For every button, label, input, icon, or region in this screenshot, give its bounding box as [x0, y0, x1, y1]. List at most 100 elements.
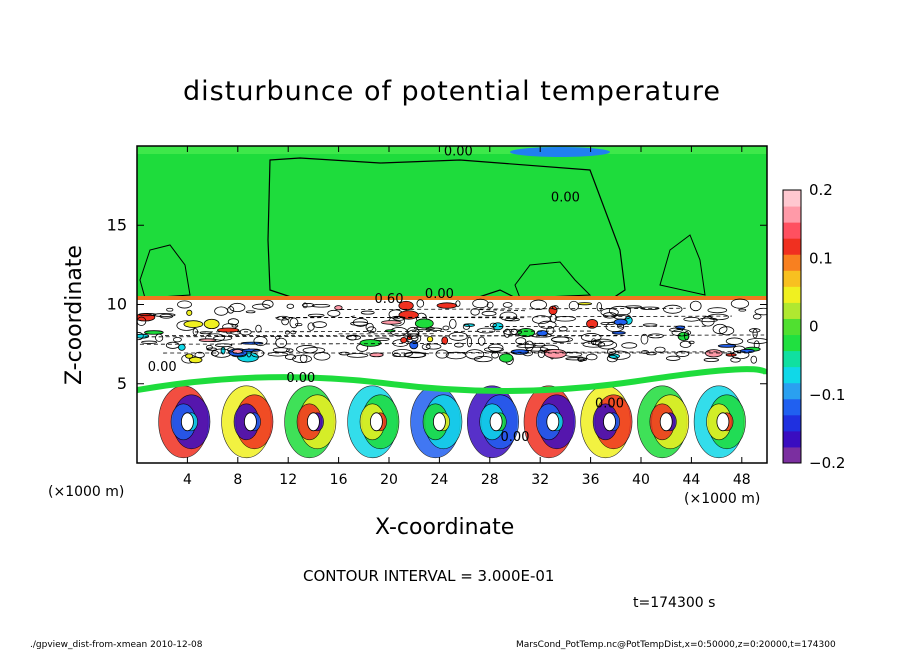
- noise-contour: [717, 344, 737, 348]
- eddy-core: [659, 412, 673, 432]
- eddy-core: [369, 412, 383, 432]
- noise-contour: [750, 355, 758, 364]
- noise-contour: [625, 305, 642, 309]
- x-tick-label: 36: [582, 472, 600, 488]
- noise-contour: [284, 354, 297, 360]
- noise-contour: [141, 340, 158, 344]
- colorbar-swatch: [783, 286, 801, 303]
- noise-contour: [754, 307, 767, 316]
- noise-contour: [749, 328, 761, 333]
- noise-contour: [586, 353, 598, 361]
- noise-contour: [290, 330, 297, 335]
- colorbar: 0.2 0.1 0 −0.1 −0.2: [782, 181, 845, 472]
- colorbar-swatch: [783, 206, 801, 223]
- colorbar-swatch: [783, 382, 801, 400]
- noise-contour: [466, 336, 473, 348]
- noise-contour: [454, 342, 464, 348]
- noise-contour: [166, 307, 174, 312]
- noise-contour: [205, 344, 213, 350]
- noise-contour: [436, 302, 458, 309]
- noise-contour: [360, 310, 375, 315]
- colorbar-tick-label: 0.2: [809, 181, 833, 199]
- contour-value-label: 0.00: [595, 397, 624, 412]
- noise-contour: [606, 354, 618, 363]
- x-tick-label: 32: [531, 472, 549, 488]
- noise-contour: [608, 305, 632, 317]
- noise-contour: [369, 352, 384, 358]
- noise-contour: [227, 318, 240, 326]
- noise-contour: [205, 333, 225, 343]
- noise-contour: [671, 329, 692, 337]
- colorbar-swatch: [783, 430, 801, 448]
- noise-contour: [616, 323, 625, 329]
- colorbar-swatch: [783, 302, 801, 319]
- colorbar-swatch: [783, 254, 801, 271]
- noise-contour: [504, 317, 520, 322]
- x-tick-label: 8: [233, 472, 242, 488]
- noise-contour: [462, 323, 470, 330]
- noise-contour: [730, 298, 750, 309]
- noise-contour: [565, 357, 587, 361]
- noise-contour: [307, 313, 325, 318]
- y-tick-label: 5: [117, 374, 127, 393]
- noise-contour: [582, 341, 606, 348]
- noise-contour: [400, 336, 408, 344]
- noise-contour: [407, 329, 420, 340]
- noise-contour: [334, 305, 343, 311]
- noise-contour: [752, 328, 758, 339]
- noise-contour: [499, 353, 514, 363]
- eddy-core: [489, 412, 503, 432]
- noise-contour: [392, 353, 401, 357]
- noise-contour: [491, 351, 499, 359]
- top-edge-fill: [137, 146, 767, 154]
- noise-contour: [621, 342, 638, 349]
- x-tick-label: 4: [183, 472, 192, 488]
- colorbar-swatch: [783, 238, 801, 255]
- y-axis-label: Z-coordinate: [62, 245, 87, 385]
- y-tick-label: 15: [107, 215, 127, 234]
- noise-contour: [529, 299, 547, 310]
- noise-contour: [392, 349, 414, 358]
- heatmap-field: [137, 146, 767, 463]
- noise-contour: [245, 310, 256, 314]
- noise-contour: [414, 318, 434, 329]
- footer-right: MarsCond_PotTemp.nc@PotTempDist,x=0:5000…: [516, 640, 836, 650]
- noise-contour: [725, 353, 737, 357]
- noise-contour: [442, 325, 450, 331]
- colorbar-swatch: [783, 190, 801, 207]
- colorbar-frame: [782, 189, 802, 464]
- x-axis-unit-left: (×1000 m): [48, 484, 125, 500]
- noise-contour: [216, 327, 240, 333]
- x-tick-label: 44: [682, 472, 700, 488]
- noise-contour: [178, 343, 186, 351]
- x-tick-label: 16: [330, 472, 348, 488]
- time-label: t=174300 s: [633, 595, 716, 611]
- noise-contour: [210, 350, 219, 357]
- noise-contour: [286, 348, 294, 353]
- noise-contour: [327, 309, 341, 317]
- dashed-contour: [275, 315, 732, 319]
- contour-value-label: 0.00: [501, 430, 530, 445]
- noise-contour: [552, 305, 559, 310]
- noise-contour: [613, 318, 628, 326]
- noise-contour: [577, 302, 593, 306]
- noise-contour: [537, 349, 545, 359]
- eddy-band: [137, 366, 767, 394]
- colorbar-swatch: [783, 350, 801, 368]
- noise-contour: [517, 328, 535, 338]
- noise-contour: [406, 333, 422, 344]
- colorbar-swatch: [783, 446, 801, 464]
- colorbar-tick-label: 0.1: [809, 249, 833, 267]
- colorbar-swatch: [783, 222, 801, 239]
- noise-contour: [232, 349, 243, 354]
- noise-contour: [381, 320, 402, 325]
- noise-contour: [144, 330, 164, 335]
- noise-contour: [684, 331, 690, 341]
- noise-contour: [255, 324, 262, 333]
- turbulent-contours: [137, 298, 767, 365]
- noise-contour: [416, 299, 425, 308]
- noise-contour: [311, 303, 331, 308]
- noise-contour: [373, 337, 390, 342]
- noise-contour: [398, 300, 414, 311]
- eddy-core: [432, 412, 446, 432]
